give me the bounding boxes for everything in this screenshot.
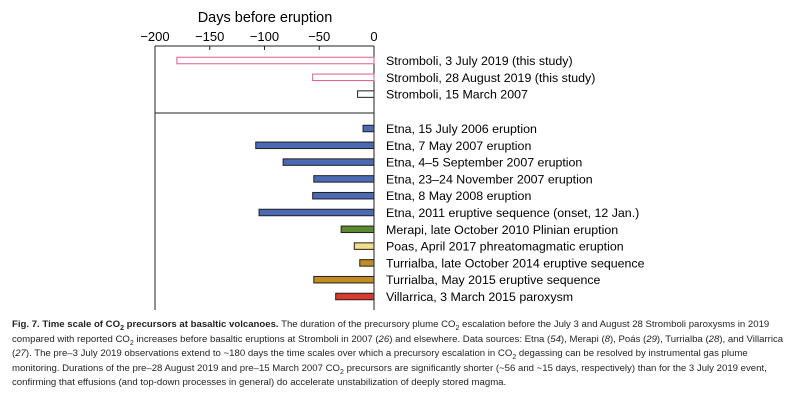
caption-citation: 8	[604, 333, 610, 345]
bar-label: Etna, 4–5 September 2007 eruption	[386, 156, 582, 170]
caption-text: ), Merapi (	[560, 333, 605, 345]
x-tick-label: −200	[140, 29, 169, 44]
bar-label: Poas, April 2017 phreatomagmatic eruptio…	[386, 240, 624, 254]
bar	[312, 191, 375, 200]
caption-fig-label: Fig. 7.	[12, 319, 40, 330]
x-axis-label: Days before eruption	[198, 10, 333, 26]
caption-subscript: 2	[512, 354, 517, 362]
bar-label: Stromboli, 15 March 2007	[386, 88, 528, 102]
caption-text: degassing can be resolved by instrumenta…	[12, 348, 748, 374]
bar-label: Villarrica, 3 March 2015 paroxysm	[386, 290, 573, 304]
bar-label: Stromboli, 28 August 2019 (this study)	[386, 71, 595, 85]
bar	[359, 259, 375, 267]
caption-subscript: 2	[340, 368, 344, 376]
bar-label: Stromboli, 3 July 2019 (this study)	[386, 54, 573, 68]
caption-subscript: 2	[129, 339, 134, 347]
caption-citation: 28	[708, 333, 720, 345]
co2-precursor-chart: Days before eruption −200 −150 −100 −50 0 St…	[140, 10, 645, 310]
bar	[362, 124, 375, 133]
x-tick-label: −100	[250, 29, 279, 44]
bar	[353, 242, 375, 250]
bar	[282, 158, 375, 166]
bar	[335, 292, 375, 301]
bar	[357, 90, 375, 98]
caption-citation: 26	[378, 333, 390, 345]
bar-label: Etna, 15 July 2006 eruption	[386, 122, 537, 136]
caption-text: precursors are significantly shorter (~5…	[12, 362, 767, 389]
caption-text: increases before basaltic eruptions at S…	[133, 333, 379, 345]
x-axis-ticks: −200 −150 −100 −50 0	[140, 29, 378, 50]
caption-citation: 27	[15, 348, 26, 360]
caption-text: The duration of the precursory plume CO	[278, 319, 456, 330]
bar	[258, 208, 375, 217]
x-tick-label: −50	[308, 29, 330, 44]
x-tick-label: −150	[195, 29, 224, 44]
bar-label: Etna, 23–24 November 2007 eruption	[386, 172, 593, 186]
caption-citation: 54	[550, 333, 561, 345]
caption-text: ). The pre–3 July 2019 observations exte…	[25, 348, 513, 360]
bar	[312, 73, 375, 82]
bar-label: Turrialba, May 2015 eruptive sequence	[386, 273, 601, 287]
bar-labels: Stromboli, 3 July 2019 (this study) Strom…	[386, 54, 645, 304]
bar-label: Merapi, late October 2010 Plinian erupti…	[386, 223, 618, 237]
figure-caption: Fig. 7. Time scale of CO2 precursors at …	[12, 318, 790, 391]
bar-label: Turrialba, late October 2014 eruptive se…	[386, 256, 645, 270]
bar-label: Etna, 7 May 2007 eruption	[386, 139, 531, 153]
caption-text: ), and Villarrica (	[12, 333, 784, 360]
caption-text: ) and elsewhere. Data sources: Etna (	[389, 333, 551, 345]
caption-title-end: precursors at basaltic volcanoes.	[123, 319, 279, 330]
x-tick-label: 0	[370, 29, 377, 44]
caption-text: ), Turrialba (	[656, 333, 709, 345]
caption-title: Fig. 7. Time scale of CO2 precursors at …	[12, 319, 279, 332]
bars	[176, 56, 375, 301]
bar-label: Etna, 8 May 2008 eruption	[386, 189, 531, 203]
bar-label: Etna, 2011 eruptive sequence (onset, 12 …	[386, 206, 639, 220]
caption-subscript: 2	[455, 324, 460, 332]
bar	[313, 175, 375, 183]
caption-text: escalation before the July 3 and August …	[12, 319, 770, 345]
bar	[340, 225, 375, 234]
bar	[176, 56, 375, 65]
caption-text: ), Poás (	[609, 333, 647, 345]
caption-citation: 29	[646, 333, 657, 345]
bar	[313, 275, 375, 284]
caption-body: The duration of the precursory plume CO2…	[12, 319, 783, 388]
caption-title-text: Time scale of CO	[42, 319, 121, 330]
caption-title-subscript: 2	[120, 324, 124, 332]
bar	[255, 141, 375, 150]
